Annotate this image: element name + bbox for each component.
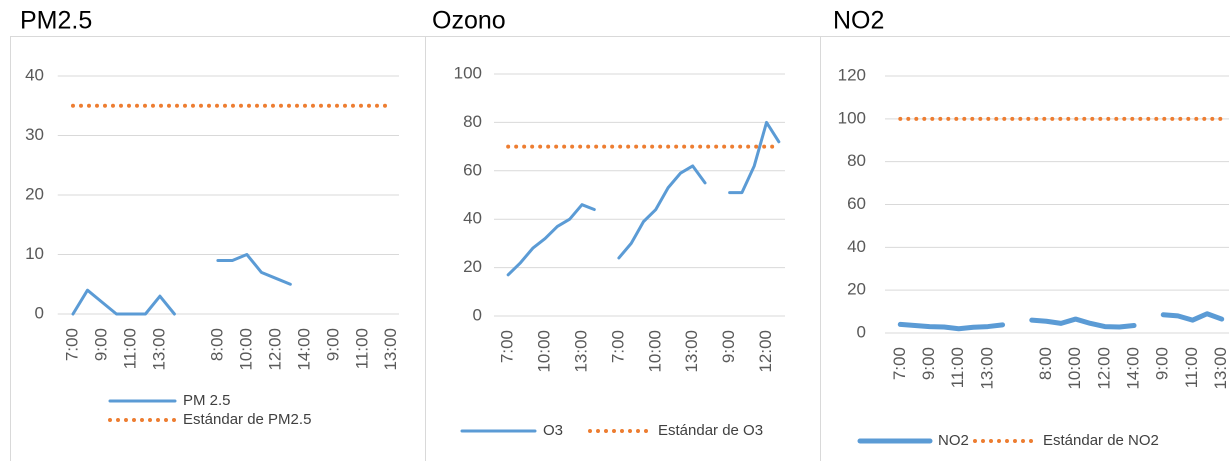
x-tick-label: 11:00 bbox=[120, 328, 139, 369]
y-tick-label: 40 bbox=[25, 65, 44, 84]
y-tick-label: 100 bbox=[454, 63, 482, 82]
x-tick-label: 11:00 bbox=[352, 328, 371, 369]
chart-title: PM2.5 bbox=[20, 7, 92, 35]
y-tick-label: 20 bbox=[847, 280, 866, 299]
chart-title: NO2 bbox=[833, 7, 884, 35]
x-tick-label: 9:00 bbox=[919, 347, 938, 380]
x-tick-label: 7:00 bbox=[608, 330, 627, 363]
y-tick-label: 0 bbox=[857, 322, 866, 341]
x-tick-label: 7:00 bbox=[890, 347, 909, 380]
x-tick-label: 13:00 bbox=[1211, 347, 1230, 390]
legend-label: Estándar de O3 bbox=[658, 422, 763, 439]
y-tick-label: 40 bbox=[847, 237, 866, 256]
x-tick-label: 13:00 bbox=[149, 328, 168, 371]
y-tick-label: 40 bbox=[463, 209, 482, 228]
y-tick-label: 0 bbox=[35, 303, 44, 322]
y-tick-label: 100 bbox=[838, 108, 866, 127]
x-tick-label: 10:00 bbox=[535, 330, 554, 373]
x-tick-label: 10:00 bbox=[1065, 347, 1084, 390]
x-tick-label: 13:00 bbox=[977, 347, 996, 390]
y-tick-label: 80 bbox=[463, 112, 482, 131]
x-tick-label: 13:00 bbox=[381, 328, 400, 371]
data-line bbox=[71, 253, 292, 316]
x-tick-label: 8:00 bbox=[1036, 347, 1055, 380]
x-tick-label: 10:00 bbox=[645, 330, 664, 373]
y-tick-label: 10 bbox=[25, 244, 44, 263]
x-tick-label: 7:00 bbox=[62, 328, 81, 361]
x-tick-label: 8:00 bbox=[207, 328, 226, 361]
x-tick-label: 13:00 bbox=[571, 330, 590, 373]
legend-label: NO2 bbox=[938, 432, 969, 449]
x-tick-label: 12:00 bbox=[265, 328, 284, 371]
data-line bbox=[506, 120, 781, 277]
y-tick-label: 120 bbox=[838, 65, 866, 84]
x-tick-label: 11:00 bbox=[1182, 347, 1201, 388]
x-tick-label: 12:00 bbox=[1094, 347, 1113, 390]
data-line bbox=[897, 311, 1225, 332]
x-tick-label: 14:00 bbox=[294, 328, 313, 371]
chart-title: Ozono bbox=[432, 7, 506, 35]
x-tick-label: 9:00 bbox=[323, 328, 342, 361]
y-tick-label: 30 bbox=[25, 125, 44, 144]
y-tick-label: 60 bbox=[847, 194, 866, 213]
x-tick-label: 12:00 bbox=[756, 330, 775, 373]
x-tick-label: 9:00 bbox=[1153, 347, 1172, 380]
y-tick-label: 20 bbox=[25, 184, 44, 203]
legend-label: PM 2.5 bbox=[183, 392, 231, 409]
x-tick-label: 10:00 bbox=[236, 328, 255, 371]
y-tick-label: 0 bbox=[473, 305, 482, 324]
legend-label: O3 bbox=[543, 422, 563, 439]
legend-label: Estándar de PM2.5 bbox=[183, 411, 311, 428]
x-tick-label: 7:00 bbox=[498, 330, 517, 363]
x-tick-label: 11:00 bbox=[948, 347, 967, 388]
legend-label: Estándar de NO2 bbox=[1043, 432, 1159, 449]
x-tick-label: 13:00 bbox=[682, 330, 701, 373]
x-tick-label: 14:00 bbox=[1124, 347, 1143, 390]
x-tick-label: 9:00 bbox=[91, 328, 110, 361]
y-tick-label: 20 bbox=[463, 257, 482, 276]
y-tick-label: 60 bbox=[463, 160, 482, 179]
x-tick-label: 9:00 bbox=[719, 330, 738, 363]
y-tick-label: 80 bbox=[847, 151, 866, 170]
